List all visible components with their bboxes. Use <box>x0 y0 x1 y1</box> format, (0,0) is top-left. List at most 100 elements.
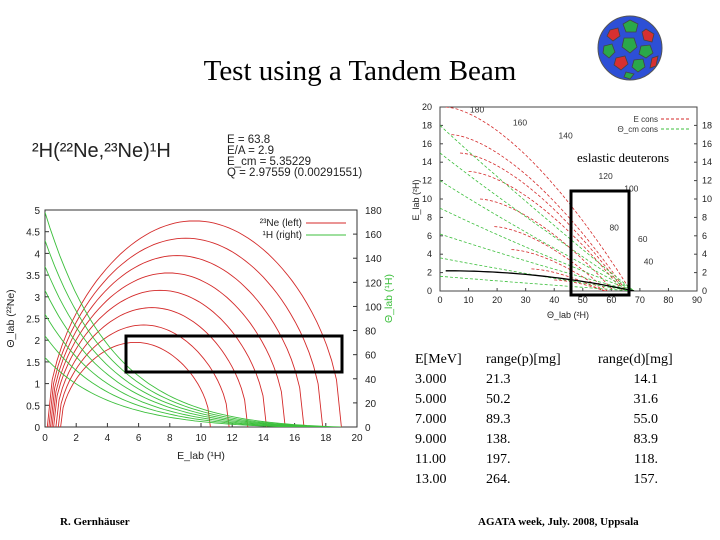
ne23-curve <box>60 341 211 427</box>
energy-contour <box>511 249 605 291</box>
kinematics-line: E = 63.8 <box>227 134 271 146</box>
table-cell: 50.2 <box>486 392 511 407</box>
x-tick-label: 8 <box>167 433 173 444</box>
table-cell: 138. <box>486 432 511 447</box>
y-tick-label: 1.5 <box>26 358 40 369</box>
y-tick-label: 2 <box>34 336 40 347</box>
y-tick-label: 3.5 <box>26 271 40 282</box>
legend-label: Θ_cm cons <box>618 125 658 134</box>
y2-tick-label: 6 <box>702 231 707 241</box>
x-tick-label: 30 <box>521 295 531 305</box>
theta-contour <box>440 152 635 291</box>
h1-curve <box>45 266 326 427</box>
y-tick-label: 4 <box>34 249 40 260</box>
table-cell: 157. <box>633 472 659 487</box>
energy-contour <box>494 226 608 291</box>
energy-contour <box>554 279 606 291</box>
contour-label: 80 <box>609 222 619 232</box>
highlight-box <box>569 189 631 297</box>
x-tick-label: 20 <box>492 295 502 305</box>
highlight-box <box>124 334 344 374</box>
contour-label: 160 <box>513 117 527 127</box>
y2-tick-label: 14 <box>702 157 712 167</box>
y-axis-label: Θ_lab (²²Ne) <box>5 289 17 347</box>
y2-tick-label: 4 <box>702 249 707 259</box>
x-tick-label: 2 <box>73 433 79 444</box>
y-tick-label: 4 <box>427 249 432 259</box>
table-cell: 9.000 <box>415 432 447 447</box>
contour-label: 180 <box>470 105 484 115</box>
deuteron-elastic-chart: 0 10 20 30 40 50 60 70 80 90024681012141618200246… <box>411 102 712 320</box>
y-tick-label: 0 <box>427 286 432 296</box>
y2-tick-label: 80 <box>365 327 377 338</box>
contour-label: 100 <box>624 184 638 194</box>
x-tick-label: 20 <box>351 433 363 444</box>
kinematics-line: E/A = 2.9 <box>227 145 274 157</box>
y2-tick-label: 2 <box>702 268 707 278</box>
energy-contour <box>468 171 624 291</box>
kinematics-chart: 0 2 4 6 8 10 12 14 16 18 2000.511.522.533.544.5502… <box>5 206 395 462</box>
y2-tick-label: 160 <box>365 230 382 241</box>
energy-contour <box>531 268 604 291</box>
ne23-curve <box>51 272 286 427</box>
y-tick-label: 12 <box>422 176 432 186</box>
y2-tick-label: 120 <box>365 278 382 289</box>
kinematics-block: E = 63.8 E/A = 2.9 E_cm = 5.35229 Q = 2.… <box>227 134 363 179</box>
theta-contour <box>440 257 635 291</box>
footer-event: AGATA week, July. 2008, Uppsala <box>478 516 639 528</box>
y2-tick-label: 100 <box>365 302 382 313</box>
x-tick-label: 0 <box>437 295 442 305</box>
table-cell: 11.00 <box>415 452 446 467</box>
table-header: range(p)[mg] <box>486 352 561 367</box>
kinematics-line: Q = 2.97559 (0.00291551) <box>227 167 363 179</box>
h1-curve <box>45 212 342 427</box>
theta-contour <box>440 275 635 291</box>
y-tick-label: 20 <box>422 102 432 112</box>
y2-tick-label: 8 <box>702 212 707 222</box>
reaction-formula: ²H(²²Ne,²³Ne)¹H <box>32 140 171 162</box>
ne23-curve <box>46 220 342 427</box>
x-tick-label: 50 <box>578 295 588 305</box>
x-axis-label: Θ_lab (²H) <box>547 310 589 320</box>
contour-label: 120 <box>599 171 613 181</box>
plot-area <box>440 107 635 291</box>
table-cell: 197. <box>486 452 511 467</box>
ne23-curve <box>50 255 305 427</box>
y-tick-label: 3 <box>34 293 40 304</box>
ne23-curve <box>55 307 249 427</box>
y-tick-label: 2.5 <box>26 315 40 326</box>
table-cell: 5.000 <box>415 392 447 407</box>
theta-contour <box>440 207 635 291</box>
x-tick-label: 10 <box>464 295 474 305</box>
y2-tick-label: 18 <box>702 120 712 130</box>
y-tick-label: 0 <box>34 423 40 434</box>
legend-label: E cons <box>634 115 658 124</box>
kinematics-line: E_cm = 5.35229 <box>227 156 312 168</box>
y-tick-label: 0.5 <box>26 401 40 412</box>
table-cell: 83.9 <box>633 432 659 447</box>
y-tick-label: 14 <box>422 157 432 167</box>
table-header: E[MeV] <box>415 352 462 367</box>
x-tick-label: 18 <box>320 433 332 444</box>
contour-label: 140 <box>559 130 573 140</box>
elastic-annotation: eslastic deuterons <box>577 150 670 165</box>
h1-curve <box>45 290 319 427</box>
y-tick-label: 1 <box>34 380 40 391</box>
agata-logo-icon <box>597 15 663 81</box>
x-tick-label: 60 <box>606 295 616 305</box>
contour-label: 60 <box>638 234 648 244</box>
y-tick-label: 16 <box>422 139 432 149</box>
x-tick-label: 70 <box>635 295 645 305</box>
x-tick-label: 14 <box>258 433 270 444</box>
y-tick-label: 8 <box>427 212 432 222</box>
table-cell: 118. <box>634 452 658 467</box>
x-tick-label: 12 <box>227 433 239 444</box>
x-tick-label: 80 <box>663 295 673 305</box>
table-cell: 14.1 <box>633 372 659 387</box>
energy-contour <box>445 107 632 291</box>
table-cell: 7.000 <box>415 412 447 427</box>
y2-tick-label: 60 <box>365 351 377 362</box>
y-tick-label: 2 <box>427 268 432 278</box>
x-tick-label: 10 <box>195 433 207 444</box>
table-col-energy: E[MeV] 3.000 5.000 7.000 9.000 11.00 13.… <box>415 350 462 490</box>
